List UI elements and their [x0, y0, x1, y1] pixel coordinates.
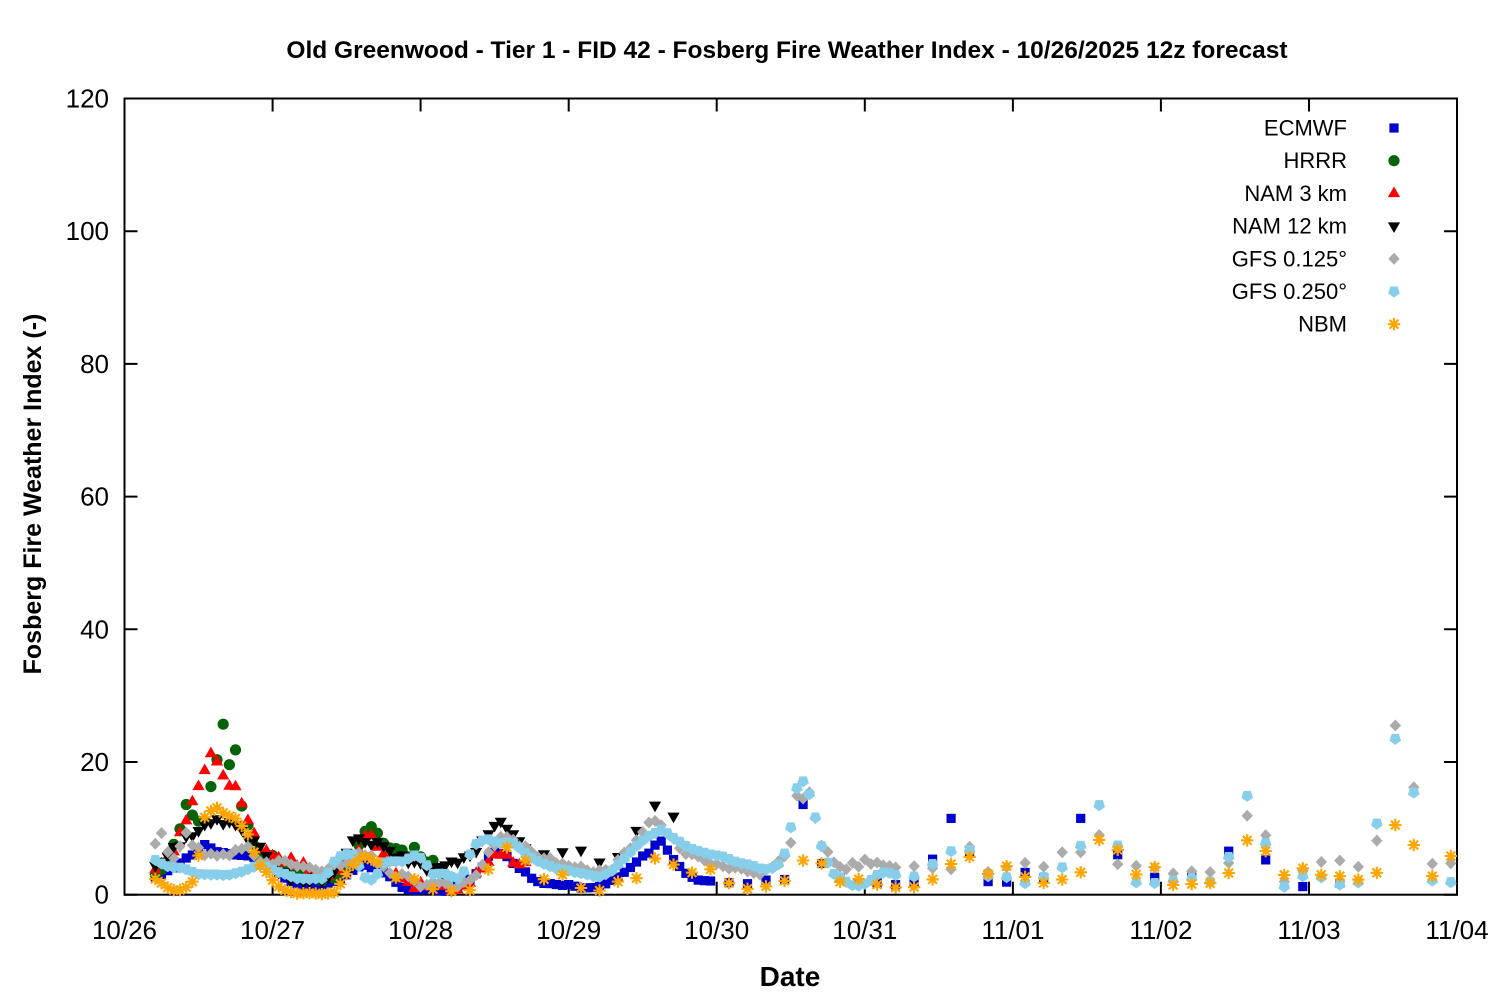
svg-text:11/04: 11/04 — [1425, 915, 1488, 945]
svg-text:NBM: NBM — [1298, 312, 1347, 337]
svg-text:10/30: 10/30 — [684, 915, 749, 945]
svg-text:11/02: 11/02 — [1129, 915, 1192, 945]
svg-text:10/27: 10/27 — [240, 915, 305, 945]
svg-text:ECMWF: ECMWF — [1264, 116, 1347, 141]
svg-text:10/26: 10/26 — [92, 915, 157, 945]
svg-text:Fosberg Fire Weather Index (-): Fosberg Fire Weather Index (-) — [19, 314, 47, 675]
svg-text:11/03: 11/03 — [1277, 915, 1340, 945]
svg-text:NAM 3 km: NAM 3 km — [1244, 181, 1347, 206]
svg-text:NAM 12 km: NAM 12 km — [1232, 214, 1347, 239]
svg-text:GFS 0.125°: GFS 0.125° — [1232, 246, 1347, 271]
svg-text:Date: Date — [760, 961, 821, 992]
svg-text:100: 100 — [66, 216, 109, 246]
svg-text:60: 60 — [80, 482, 109, 512]
svg-text:120: 120 — [66, 84, 109, 114]
svg-text:20: 20 — [80, 747, 109, 777]
svg-text:10/28: 10/28 — [388, 915, 453, 945]
svg-text:HRRR: HRRR — [1283, 148, 1347, 173]
svg-text:GFS 0.250°: GFS 0.250° — [1232, 279, 1347, 304]
svg-text:80: 80 — [80, 349, 109, 379]
svg-text:10/29: 10/29 — [536, 915, 601, 945]
svg-text:11/01: 11/01 — [981, 915, 1044, 945]
svg-text:40: 40 — [80, 614, 109, 644]
svg-text:Old Greenwood - Tier 1 - FID 4: Old Greenwood - Tier 1 - FID 42 - Fosber… — [286, 37, 1287, 64]
svg-text:10/31: 10/31 — [832, 915, 897, 945]
svg-text:0: 0 — [95, 880, 109, 910]
